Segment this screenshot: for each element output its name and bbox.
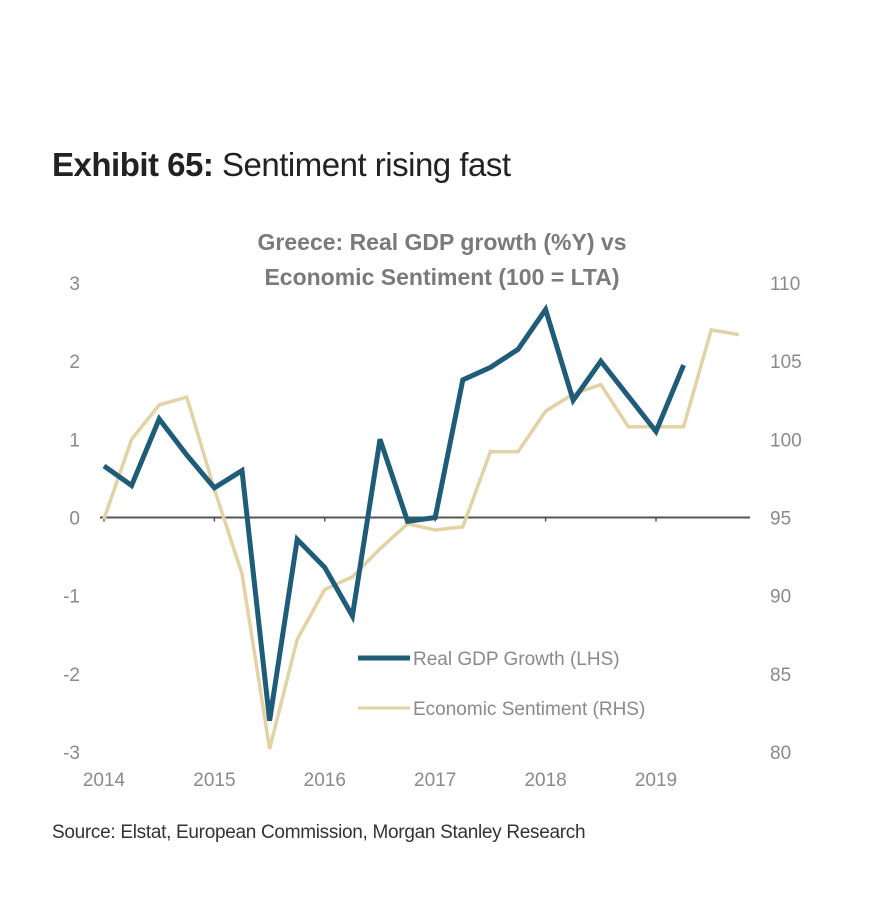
economic-sentiment-line [102,327,740,750]
x-tick-label: 2018 [524,770,566,791]
legend-label-sentiment: Economic Sentiment (RHS) [413,699,645,720]
y-left-tick-label: -3 [63,743,80,764]
source-note: Source: Elstat, European Commission, Mor… [52,822,586,843]
y-left-tick-label: 0 [69,509,80,530]
x-tick-label: 2014 [83,770,126,791]
x-tick-label: 2015 [193,770,235,791]
y-right-tick-label: 85 [770,665,791,686]
x-tick-label: 2016 [304,770,346,791]
y-left-tick-label: 1 [69,430,80,451]
x-tick-label: 2019 [635,770,677,791]
y-right-tick-label: 100 [770,430,802,451]
gdp-growth-line [102,303,686,722]
exhibit-heading: Sentiment rising fast [222,146,511,183]
legend-label-gdp: Real GDP Growth (LHS) [413,649,620,670]
exhibit-label: Exhibit 65: [52,146,214,183]
y-right-tick-label: 80 [770,743,791,764]
exhibit-title: Exhibit 65: Sentiment rising fast [52,146,511,184]
y-left-tick-label: -1 [63,587,80,608]
y-right-tick-label: 105 [770,352,802,373]
chart-title-line-1: Greece: Real GDP growth (%Y) vs [258,229,627,255]
y-left-tick-label: 2 [69,352,80,373]
y-left-tick-label: -2 [63,665,80,686]
legend: Real GDP Growth (LHS) Economic Sentiment… [358,649,645,720]
y-right-tick-label: 110 [770,274,800,295]
y-right-tick-label: 95 [770,509,791,530]
y-right-tick-label: 90 [770,587,791,608]
chart-title-line-2: Economic Sentiment (100 = LTA) [264,264,619,290]
y-left-tick-label: 3 [69,274,80,295]
x-tick-label: 2017 [414,770,456,791]
